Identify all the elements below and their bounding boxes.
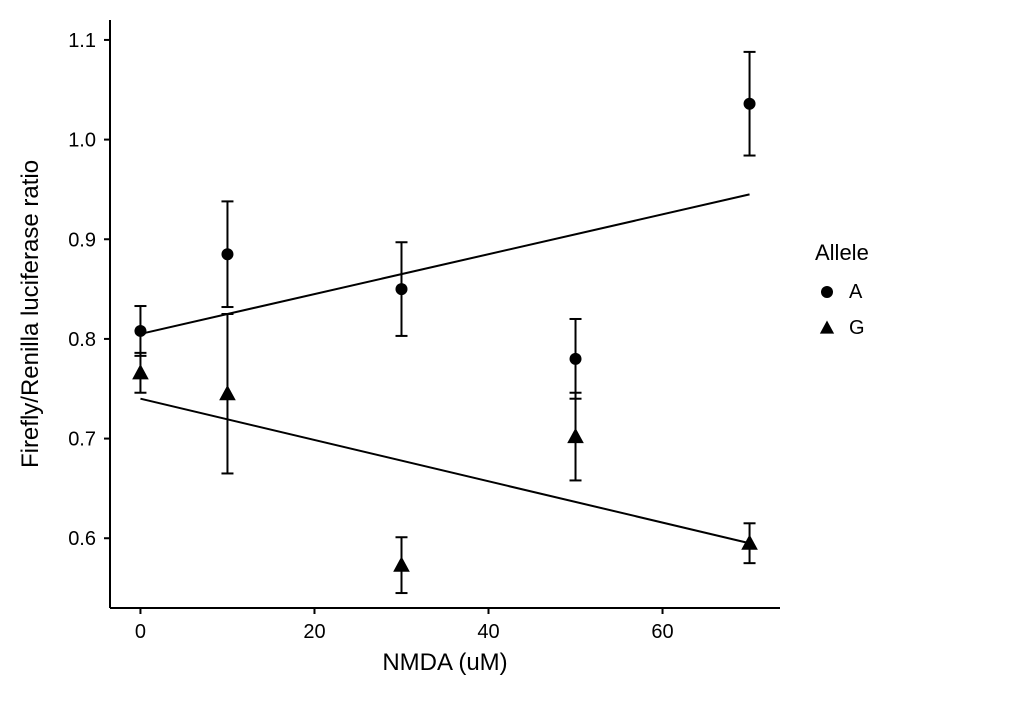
y-tick-label: 0.9 — [68, 229, 96, 251]
marker-circle — [134, 325, 146, 337]
x-tick-label: 60 — [651, 621, 673, 643]
legend-title: Allele — [815, 240, 869, 265]
y-tick-label: 1.1 — [68, 30, 96, 52]
y-tick-label: 0.6 — [68, 528, 96, 550]
marker-circle-legend — [821, 286, 833, 298]
y-axis-label: Firefly/Renilla luciferase ratio — [17, 160, 44, 468]
marker-circle — [221, 248, 233, 260]
legend-item-label: A — [849, 281, 863, 303]
chart-background — [0, 0, 1020, 728]
y-tick-label: 0.8 — [68, 329, 96, 351]
x-axis-label: NMDA (uM) — [382, 649, 507, 676]
x-tick-label: 20 — [303, 621, 325, 643]
marker-circle — [744, 98, 756, 110]
marker-circle — [395, 283, 407, 295]
luciferase-ratio-chart: 0 20 40 60 0.6 0.7 0.8 0.9 1.0 1.1 NMDA (uM) Firefl… — [0, 0, 1020, 728]
legend-item-label: G — [849, 317, 865, 339]
x-tick-label: 0 — [135, 621, 146, 643]
chart-container: 0 20 40 60 0.6 0.7 0.8 0.9 1.0 1.1 NMDA (uM) Firefl… — [0, 0, 1020, 728]
marker-circle — [570, 353, 582, 365]
x-tick-label: 40 — [477, 621, 499, 643]
y-tick-label: 1.0 — [68, 130, 96, 152]
y-tick-label: 0.7 — [68, 429, 96, 451]
